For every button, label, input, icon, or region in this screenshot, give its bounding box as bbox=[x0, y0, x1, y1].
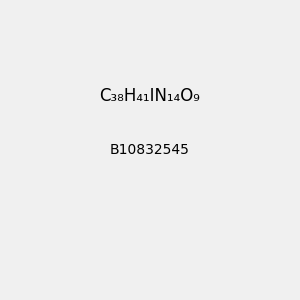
Text: B10832545: B10832545 bbox=[110, 143, 190, 157]
Text: C₃₈H₄₁IN₁₄O₉: C₃₈H₄₁IN₁₄O₉ bbox=[100, 87, 200, 105]
